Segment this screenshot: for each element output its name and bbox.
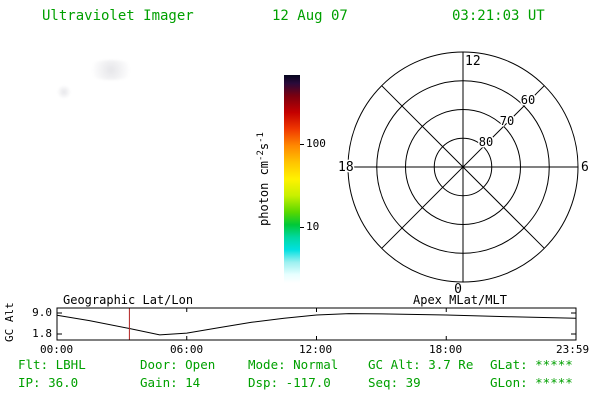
status-ip: IP: 36.0 [18,375,79,390]
status-glon: GLon: ***** [490,375,573,390]
status-gc-alt: GC Alt: 3.7 Re [368,357,474,372]
colorbar-unit-label: photon cm-2s-1 [256,132,271,226]
header-date: 12 Aug 07 [272,8,348,24]
app-title: Ultraviolet Imager [42,8,194,24]
colorbar [284,75,300,283]
colorbar-tick-label-100: 100 [306,137,326,150]
xtick-1800: 18:00 [429,343,463,356]
polar-plot: 12 6 18 0 60 70 80 [337,51,589,296]
ephemeris-axis-ticks [57,308,576,340]
header-time: 03:21:03 UT [452,8,545,24]
ephemeris-title-left: Geographic Lat/Lon [63,293,194,307]
mlat-ring-label-70: 70 [500,114,514,128]
imager-noise-speck [56,86,72,98]
xtick-1200: 12:00 [299,343,333,356]
xtick-2359: 23:59 [556,343,590,356]
mlt-label-12: 12 [465,54,481,69]
status-dsp: Dsp: -117.0 [248,375,331,390]
polar-grid [347,51,579,283]
status-gain: Gain: 14 [140,375,201,390]
colorbar-tick-100 [300,144,304,145]
ephemeris-plot [56,307,577,341]
status-seq: Seq: 39 [368,375,421,390]
mlt-label-18: 18 [338,160,354,175]
colorbar-tick-label-10: 10 [306,220,320,233]
mlat-ring-label-80: 80 [479,135,493,149]
status-mode: Mode: Normal [248,357,339,372]
xtick-0600: 06:00 [170,343,204,356]
imager-noise-smudge [85,60,137,80]
mlt-label-0: 0 [454,282,462,296]
gc-altitude-curve [56,313,576,336]
xtick-0000: 00:00 [40,343,74,356]
colorbar-tick-10 [300,227,304,228]
ephemeris-title-right: Apex MLat/MLT [413,293,507,307]
ytick-9: 9.0 [32,306,52,319]
status-glat: GLat: ***** [490,357,573,372]
status-flt: Flt: LBHL [18,357,86,372]
mlt-label-6: 6 [581,160,589,175]
mlat-ring-label-60: 60 [521,93,535,107]
ephemeris-plot-box [56,307,577,341]
status-door: Door: Open [140,357,216,372]
ytick-1-8: 1.8 [32,327,52,340]
